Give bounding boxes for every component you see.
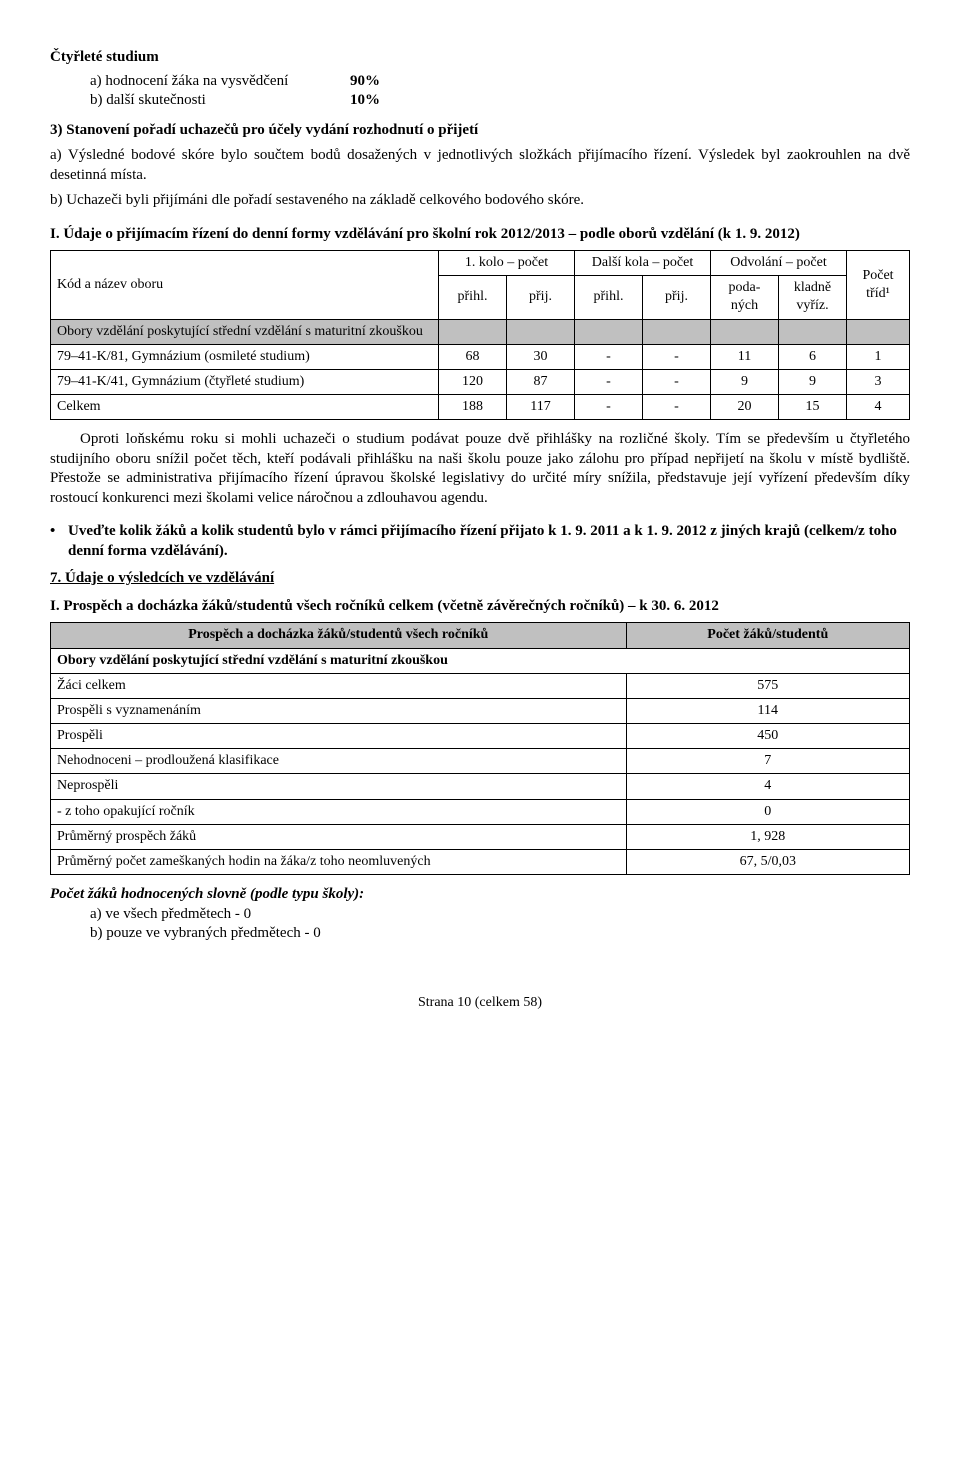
- table-row: Průměrný prospěch žáků1, 928: [51, 824, 910, 849]
- table1-title: I. Údaje o přijímacím řízení do denní fo…: [50, 225, 910, 245]
- col-left: Prospěch a docházka žáků/studentů všech …: [51, 623, 627, 648]
- row-value: 0: [626, 799, 909, 824]
- row-label: - z toho opakující ročník: [51, 799, 627, 824]
- row-val: -: [643, 344, 711, 369]
- section3-item-a: a) Výsledné bodové skóre bylo součtem bo…: [50, 146, 910, 185]
- total-val: 20: [711, 395, 779, 420]
- row-label: Průměrný počet zameškaných hodin na žáka…: [51, 850, 627, 875]
- paragraph-after-table: Oproti loňskému roku si mohli uchazeči o…: [50, 430, 910, 508]
- table-row: Prospěli s vyznamenáním114: [51, 698, 910, 723]
- row-val: 30: [507, 344, 575, 369]
- col-appeals: Odvolání – počet: [711, 251, 847, 276]
- group-cell: [711, 319, 779, 344]
- row-val: -: [575, 369, 643, 394]
- row-val: 11: [711, 344, 779, 369]
- row-value: 67, 5/0,03: [626, 850, 909, 875]
- group-cell: [507, 319, 575, 344]
- row-value: 7: [626, 749, 909, 774]
- bullet-heading: • Uveďte kolik žáků a kolik studentů byl…: [50, 522, 910, 561]
- row-val: 68: [439, 344, 507, 369]
- row-value: 1, 928: [626, 824, 909, 849]
- sub-prihl-2: přihl.: [575, 276, 643, 319]
- total-val: 15: [779, 395, 847, 420]
- admissions-table: Kód a název oboru 1. kolo – počet Další …: [50, 250, 910, 420]
- group-cell: [575, 319, 643, 344]
- section3-item-b: b) Uchazeči byli přijímáni dle pořadí se…: [50, 191, 910, 211]
- slovne-b: b) pouze ve vybraných předmětech - 0: [90, 924, 910, 944]
- group-cell: [643, 319, 711, 344]
- row-value: 4: [626, 774, 909, 799]
- row-val: -: [643, 369, 711, 394]
- row-val: 9: [711, 369, 779, 394]
- row-val: 6: [779, 344, 847, 369]
- col-round1: 1. kolo – počet: [439, 251, 575, 276]
- sub-prij-1: přij.: [507, 276, 575, 319]
- table-total-row: Celkem 188 117 - - 20 15 4: [51, 395, 910, 420]
- col-classes: Počet tříd¹: [847, 251, 910, 320]
- row-name: 79–41-K/41, Gymnázium (čtyřleté studium): [51, 369, 439, 394]
- row-val: 1: [847, 344, 910, 369]
- bullet-text: Uveďte kolik žáků a kolik studentů bylo …: [68, 522, 910, 561]
- sub-kladne: kladně vyříz.: [779, 276, 847, 319]
- group-row-2: Obory vzdělání poskytující střední vzděl…: [51, 648, 910, 673]
- total-val: -: [643, 395, 711, 420]
- row-label: Průměrný prospěch žáků: [51, 824, 627, 849]
- total-label: Celkem: [51, 395, 439, 420]
- weight-b-pct: 10%: [350, 91, 410, 111]
- row-value: 450: [626, 724, 909, 749]
- section7-sub: I. Prospěch a docházka žáků/studentů vše…: [50, 597, 910, 617]
- results-table: Prospěch a docházka žáků/studentů všech …: [50, 622, 910, 875]
- table-row: Žáci celkem575: [51, 673, 910, 698]
- table-row: Prospěli450: [51, 724, 910, 749]
- row-val: 9: [779, 369, 847, 394]
- table-row: - z toho opakující ročník0: [51, 799, 910, 824]
- slovne-a: a) ve všech předmětech - 0: [90, 905, 910, 925]
- sub-podanych: poda-ných: [711, 276, 779, 319]
- total-val: 4: [847, 395, 910, 420]
- sub-prij-2: přij.: [643, 276, 711, 319]
- row-val: 120: [439, 369, 507, 394]
- table-row: 79–41-K/41, Gymnázium (čtyřleté studium)…: [51, 369, 910, 394]
- total-val: -: [575, 395, 643, 420]
- page-footer: Strana 10 (celkem 58): [50, 994, 910, 1012]
- slovne-heading: Počet žáků hodnocených slovně (podle typ…: [50, 885, 910, 905]
- bullet-dot-icon: •: [50, 522, 68, 542]
- table-row: 79–41-K/81, Gymnázium (osmileté studium)…: [51, 344, 910, 369]
- table-row: Průměrný počet zameškaných hodin na žáka…: [51, 850, 910, 875]
- group-row-label: Obory vzdělání poskytující střední vzděl…: [51, 319, 439, 344]
- weight-b-label: b) další skutečnosti: [90, 91, 350, 111]
- group-cell: [439, 319, 507, 344]
- row-value: 114: [626, 698, 909, 723]
- row-label: Nehodnoceni – prodloužená klasifikace: [51, 749, 627, 774]
- col-other-rounds: Další kola – počet: [575, 251, 711, 276]
- row-val: 87: [507, 369, 575, 394]
- row-name: 79–41-K/81, Gymnázium (osmileté studium): [51, 344, 439, 369]
- row-value: 575: [626, 673, 909, 698]
- row-label: Neprospěli: [51, 774, 627, 799]
- col-code-name: Kód a název oboru: [51, 251, 439, 320]
- row-label: Žáci celkem: [51, 673, 627, 698]
- sub-prihl-1: přihl.: [439, 276, 507, 319]
- weights-list: a) hodnocení žáka na vysvědčení 90% b) d…: [90, 72, 910, 111]
- row-val: -: [575, 344, 643, 369]
- group-cell: [779, 319, 847, 344]
- table-row: Neprospěli4: [51, 774, 910, 799]
- weight-a-label: a) hodnocení žáka na vysvědčení: [90, 72, 350, 92]
- study-type-heading: Čtyřleté studium: [50, 48, 910, 68]
- weight-a-pct: 90%: [350, 72, 410, 92]
- row-label: Prospěli: [51, 724, 627, 749]
- section7-title: 7. Údaje o výsledcích ve vzdělávání: [50, 569, 910, 589]
- col-right: Počet žáků/studentů: [626, 623, 909, 648]
- table-row: Nehodnoceni – prodloužená klasifikace7: [51, 749, 910, 774]
- row-val: 3: [847, 369, 910, 394]
- total-val: 117: [507, 395, 575, 420]
- group-cell: [847, 319, 910, 344]
- row-label: Prospěli s vyznamenáním: [51, 698, 627, 723]
- total-val: 188: [439, 395, 507, 420]
- section3-title: 3) Stanovení pořadí uchazečů pro účely v…: [50, 121, 910, 141]
